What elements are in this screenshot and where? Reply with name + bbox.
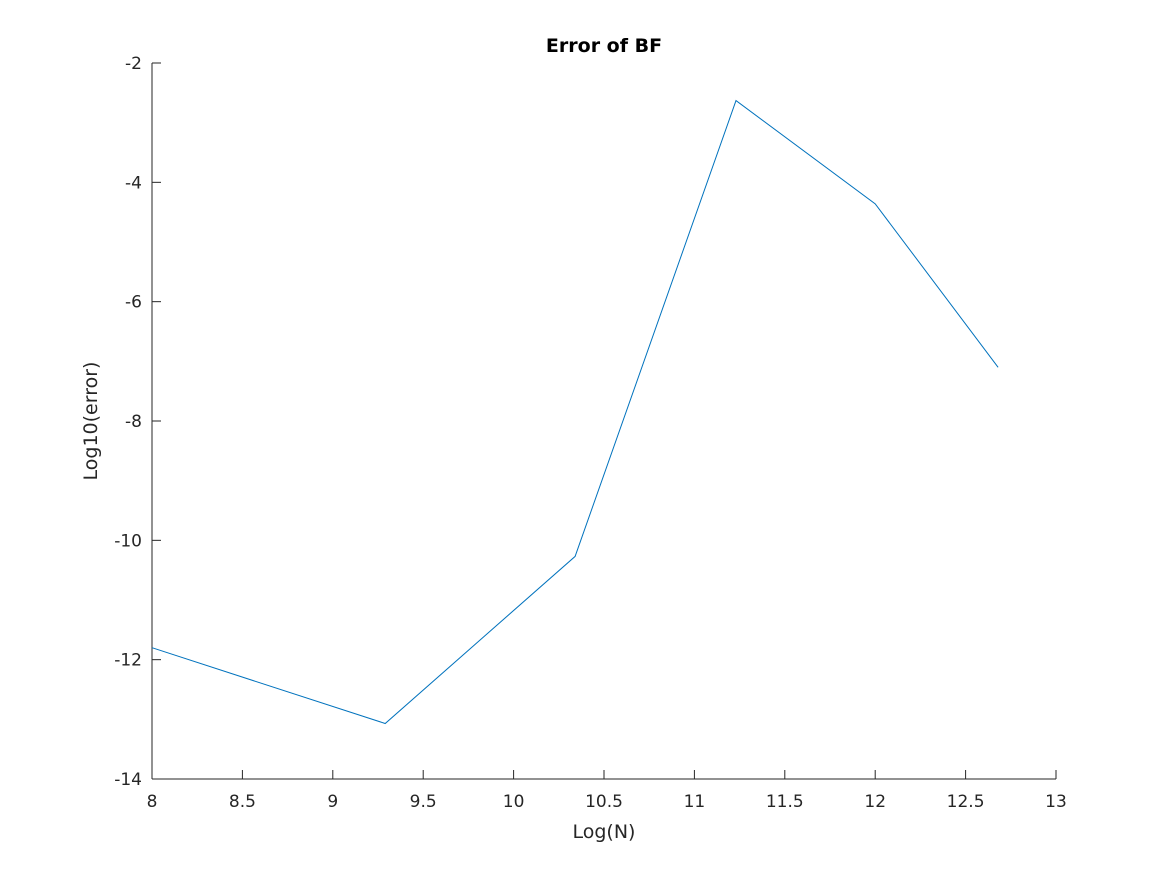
y-tick-label: -8 <box>125 412 142 432</box>
x-tick-label: 10 <box>503 792 525 812</box>
series-line <box>151 99 999 725</box>
y-tick-label: -4 <box>125 173 142 193</box>
x-tick-label: 9 <box>327 792 338 812</box>
y-tick-label: -12 <box>114 651 142 671</box>
x-tick-label: 9.5 <box>410 792 437 812</box>
x-axis-label: Log(N) <box>573 821 636 843</box>
x-tick-label: 8.5 <box>229 792 256 812</box>
x-tick-label: 8 <box>147 792 158 812</box>
x-tick-label: 10.5 <box>585 792 623 812</box>
x-tick-label: 11 <box>684 792 706 812</box>
x-tick-label: 12 <box>864 792 886 812</box>
y-tick-label: -10 <box>114 531 142 551</box>
y-axis-label: Log10(error) <box>80 362 102 481</box>
plot-area: 8 8.5 9 9.5 10 10.5 11 11.5 12 12.5 13 -14 -12 -10 -8 -… <box>114 54 1067 812</box>
y-tick-label: -14 <box>114 770 142 790</box>
x-tick-label: 12.5 <box>947 792 985 812</box>
x-tick-label: 13 <box>1045 792 1067 812</box>
y-tick-label: -6 <box>125 293 142 313</box>
x-tick-label: 11.5 <box>766 792 804 812</box>
chart-title: Error of BF <box>546 35 662 57</box>
y-tick-label: -2 <box>125 54 142 74</box>
